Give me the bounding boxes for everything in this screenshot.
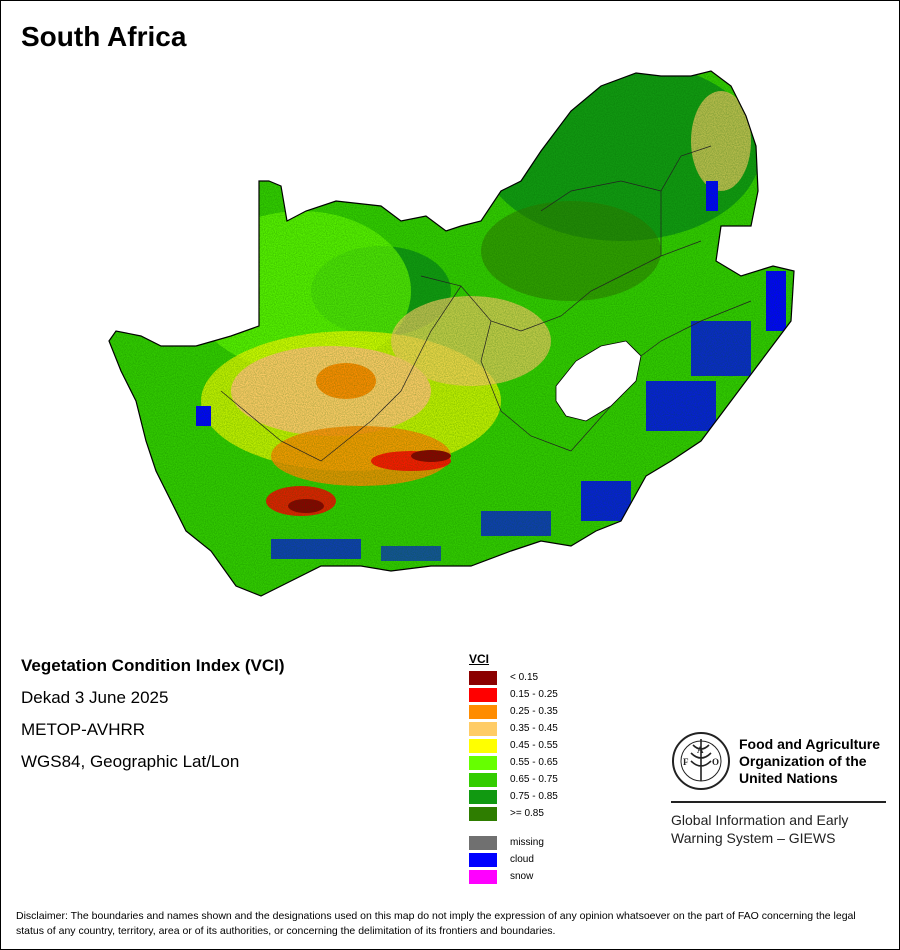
fao-block: F A O Food and Agriculture Organization … bbox=[671, 731, 891, 847]
fao-logo-icon: F A O bbox=[672, 732, 730, 790]
index-name: Vegetation Condition Index (VCI) bbox=[21, 656, 285, 675]
svg-text:O: O bbox=[712, 757, 719, 767]
divider bbox=[671, 801, 886, 803]
legend-item: 0.65 - 0.75 bbox=[469, 771, 558, 788]
legend-item: 0.25 - 0.35 bbox=[469, 703, 558, 720]
legend-item: 0.55 - 0.65 bbox=[469, 754, 558, 771]
legend-swatch bbox=[469, 738, 497, 753]
legend-swatch bbox=[469, 755, 497, 770]
legend-swatch bbox=[469, 806, 497, 821]
legend-swatch bbox=[469, 772, 497, 787]
legend-swatch bbox=[469, 670, 497, 685]
legend-item-snow: snow bbox=[469, 868, 558, 885]
period: Dekad 3 June 2025 bbox=[21, 688, 169, 707]
legend-swatch bbox=[469, 869, 497, 884]
map-info: Vegetation Condition Index (VCI) Dekad 3… bbox=[21, 656, 285, 784]
legend-swatch bbox=[469, 687, 497, 702]
map-title: South Africa bbox=[21, 21, 187, 52]
legend-swatch bbox=[469, 704, 497, 719]
giews-name: Global Information and Early Warning Sys… bbox=[671, 812, 849, 846]
legend-item: 0.15 - 0.25 bbox=[469, 686, 558, 703]
fao-name: Food and Agriculture Organization of the… bbox=[739, 735, 881, 786]
legend-swatch bbox=[469, 835, 497, 850]
legend-item-missing: missing bbox=[469, 834, 558, 851]
legend-item: 0.35 - 0.45 bbox=[469, 720, 558, 737]
legend-item: 0.75 - 0.85 bbox=[469, 788, 558, 805]
svg-text:F: F bbox=[683, 757, 689, 767]
vci-map bbox=[108, 70, 795, 597]
disclaimer: Disclaimer: The boundaries and names sho… bbox=[16, 910, 856, 937]
legend-item-cloud: cloud bbox=[469, 851, 558, 868]
projection: WGS84, Geographic Lat/Lon bbox=[21, 752, 240, 771]
legend-swatch bbox=[469, 789, 497, 804]
legend-item: 0.45 - 0.55 bbox=[469, 737, 558, 754]
legend: VCI < 0.15 0.15 - 0.25 0.25 - 0.35 0.35 … bbox=[469, 652, 558, 885]
legend-title: VCI bbox=[469, 652, 490, 666]
svg-text:A: A bbox=[697, 745, 704, 755]
legend-item: >= 0.85 bbox=[469, 805, 558, 822]
legend-item: < 0.15 bbox=[469, 669, 558, 686]
legend-swatch bbox=[469, 852, 497, 867]
sensor: METOP-AVHRR bbox=[21, 720, 146, 739]
legend-swatch bbox=[469, 721, 497, 736]
